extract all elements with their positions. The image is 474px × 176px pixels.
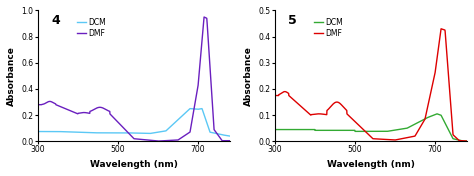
DMF (404, 137, 410, 139)
DCM (356, 130, 362, 133)
DCM (425, 116, 431, 118)
DMF (167, 139, 173, 142)
Legend: DCM, DMF: DCM, DMF (76, 17, 107, 39)
Line: DMF: DMF (275, 29, 467, 141)
DMF (356, 125, 362, 127)
DMF (185, 133, 191, 135)
DMF (438, 28, 444, 30)
DCM (35, 130, 41, 133)
DCM (292, 128, 297, 131)
DCM (460, 140, 466, 142)
DMF (425, 103, 431, 106)
Text: 4: 4 (51, 14, 60, 27)
DCM (119, 132, 125, 134)
DMF (201, 16, 207, 18)
DCM (404, 127, 410, 129)
DCM (113, 132, 118, 134)
DCM (464, 140, 470, 142)
X-axis label: Wavelength (nm): Wavelength (nm) (90, 160, 178, 169)
DMF (113, 119, 118, 121)
Legend: DCM, DMF: DCM, DMF (313, 17, 344, 39)
DMF (464, 140, 470, 142)
DMF (227, 140, 233, 142)
DMF (422, 118, 428, 121)
Y-axis label: Absorbance: Absorbance (7, 46, 16, 106)
X-axis label: Wavelength (nm): Wavelength (nm) (327, 160, 415, 169)
Line: DCM: DCM (38, 109, 230, 136)
DMF (272, 95, 278, 97)
Line: DCM: DCM (275, 114, 467, 141)
Line: DMF: DMF (38, 17, 230, 141)
DCM (55, 130, 60, 133)
DCM (227, 135, 233, 137)
DMF (350, 118, 356, 120)
DMF (155, 140, 161, 142)
DMF (55, 104, 60, 106)
DCM (185, 110, 191, 112)
DMF (292, 99, 297, 102)
DCM (434, 113, 440, 115)
DCM (167, 126, 173, 128)
Y-axis label: Absorbance: Absorbance (244, 46, 253, 106)
DCM (350, 129, 356, 131)
DMF (189, 123, 194, 125)
DCM (272, 128, 278, 131)
DMF (35, 104, 41, 106)
Text: 5: 5 (288, 14, 297, 27)
DCM (422, 118, 428, 120)
DMF (119, 126, 125, 128)
DCM (187, 108, 193, 110)
DCM (189, 108, 194, 110)
